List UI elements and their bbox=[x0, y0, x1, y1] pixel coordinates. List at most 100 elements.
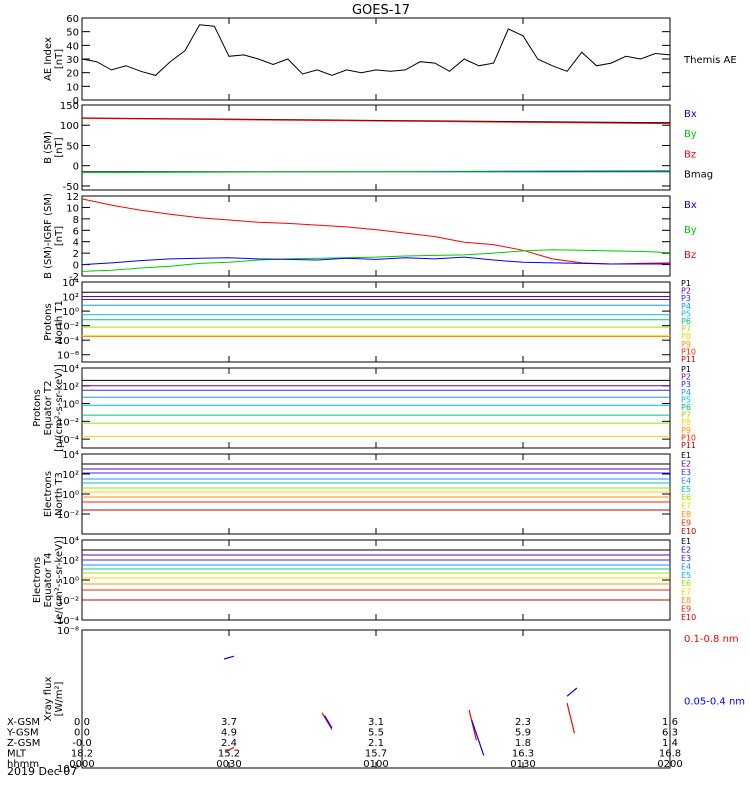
footer-value: 6.3 bbox=[662, 728, 678, 739]
panel5-legend-item: P7 bbox=[681, 411, 691, 420]
panel3-y-tick-label: 0 bbox=[73, 261, 79, 272]
footer-value: 16.3 bbox=[512, 749, 534, 760]
panel1-y-tick-label: 60 bbox=[66, 14, 79, 25]
panel5-legend-item: P3 bbox=[681, 380, 691, 389]
panel6-legend-item: E2 bbox=[681, 459, 691, 468]
panel5-y-axis-label: Protons bbox=[32, 389, 43, 426]
panel2-y-tick-label: 50 bbox=[66, 141, 79, 152]
panel8-legend-item: 0.05-0.4 nm bbox=[684, 697, 745, 708]
footer-value: 15.7 bbox=[365, 749, 387, 760]
panel5-y-axis-label: Equator T2 bbox=[43, 381, 54, 436]
panel3-y-tick-label: 8 bbox=[73, 215, 79, 226]
panel6-y-tick-label: 10⁰ bbox=[62, 490, 79, 501]
panel3-y-tick-label: 10 bbox=[66, 203, 79, 214]
panel2-y-tick-label: 100 bbox=[60, 121, 79, 132]
panel7-legend-item: E1 bbox=[681, 537, 691, 546]
footer-value: 5.9 bbox=[515, 728, 531, 739]
footer-row-label: Y-GSM bbox=[6, 728, 39, 739]
panel7-legend-item: E5 bbox=[681, 571, 691, 580]
panel7-legend-item: E6 bbox=[681, 579, 691, 588]
footer-row-label: X-GSM bbox=[7, 717, 40, 728]
panel4-legend-item: P2 bbox=[681, 287, 691, 296]
panel4-y-tick-label: 10⁻⁴ bbox=[57, 336, 79, 347]
panel7-legend-item: E3 bbox=[681, 554, 691, 563]
panel6-y-tick-label: 10⁻² bbox=[57, 510, 79, 521]
panel2-legend-item: Bx bbox=[684, 109, 697, 120]
panel8-series-segment-0-05-0-4-nm bbox=[471, 719, 485, 756]
panel7-legend-item: E7 bbox=[681, 588, 691, 597]
panel1-y-axis-label: AE Index bbox=[43, 37, 54, 81]
panel5-legend-item: P4 bbox=[681, 388, 691, 397]
panel4-legend-item: P9 bbox=[681, 340, 691, 349]
panel3-legend-item: Bx bbox=[684, 200, 697, 211]
footer-value: 1.6 bbox=[662, 717, 678, 728]
panel6-legend-item: E9 bbox=[681, 519, 691, 528]
panel5-legend-item: P9 bbox=[681, 426, 691, 435]
panel6-legend-item: E6 bbox=[681, 493, 691, 502]
panel4-y-tick-label: 10⁴ bbox=[62, 278, 79, 289]
panel4-y-tick-label: 10⁻² bbox=[57, 322, 79, 333]
panel7-y-tick-label: 10⁰ bbox=[62, 576, 79, 587]
panel8-y-tick-label: 10⁻⁸ bbox=[57, 626, 79, 637]
panel3-y-axis-label: B (SM)-IGRF (SM) bbox=[43, 193, 54, 279]
panel3-y-tick-label: -2 bbox=[69, 272, 79, 283]
panel7-y-tick-label: 10⁻⁴ bbox=[57, 616, 79, 627]
panel6-legend-item: E10 bbox=[681, 527, 696, 536]
panel7-y-axis-label: Equator T4 bbox=[43, 553, 54, 608]
panel3-y-tick-label: 6 bbox=[73, 226, 79, 237]
panel2-y-axis-label: [nT] bbox=[54, 137, 65, 157]
panel5-y-axis-label: [p/(cm²-s-sr-keV)] bbox=[54, 364, 65, 452]
footer-value: 5.5 bbox=[368, 728, 384, 739]
panel6-legend-item: E3 bbox=[681, 468, 691, 477]
panel4-legend-item: P8 bbox=[681, 332, 691, 341]
panel4-y-tick-label: 10⁰ bbox=[62, 307, 79, 318]
footer-row-label: MLT bbox=[7, 749, 27, 760]
panel6-legend-item: E1 bbox=[681, 451, 691, 460]
panel4-legend-item: P10 bbox=[681, 347, 696, 356]
panel6-legend-item: E4 bbox=[681, 476, 691, 485]
panel7-y-tick-label: 10² bbox=[62, 556, 79, 567]
plot-title: GOES-17 bbox=[352, 3, 410, 18]
panel6-legend-item: E8 bbox=[681, 510, 691, 519]
panel7-legend-item: E10 bbox=[681, 613, 696, 622]
footer-value: 1.8 bbox=[515, 738, 531, 749]
panel8-series-segment-0-1-0-8-nm bbox=[566, 702, 576, 734]
panel3-legend-item: By bbox=[684, 225, 697, 236]
footer-value: 1.4 bbox=[662, 738, 678, 749]
panel4-y-axis-label: North T1 bbox=[54, 300, 65, 344]
panel7-legend-item: E8 bbox=[681, 596, 691, 605]
panel5-y-tick-label: 10⁰ bbox=[62, 400, 79, 411]
footer-row-label: hhmm bbox=[7, 759, 39, 770]
panel7-y-tick-label: 10⁴ bbox=[62, 536, 79, 547]
panel8-legend-item: 0.1-0.8 nm bbox=[684, 634, 739, 645]
footer-value: 0030 bbox=[216, 759, 241, 770]
panel3-legend-item: Bz bbox=[684, 250, 696, 261]
panel1-y-tick-label: 30 bbox=[66, 55, 79, 66]
footer-value: 4.9 bbox=[221, 728, 237, 739]
footer-value: 0.0 bbox=[74, 728, 90, 739]
panel5-legend-item: P2 bbox=[681, 373, 691, 382]
panel4-y-tick-label: 10⁻⁶ bbox=[57, 351, 79, 362]
date-label: 2019 Dec 07 bbox=[7, 765, 77, 778]
panel4-y-tick-label: 10² bbox=[62, 293, 79, 304]
panel2-series-line-bz bbox=[81, 117, 671, 125]
panel1-y-tick-label: 50 bbox=[66, 28, 79, 39]
panel7-legend-item: E9 bbox=[681, 605, 691, 614]
footer-value: 0200 bbox=[657, 759, 682, 770]
panel3-series-line-bx bbox=[81, 256, 670, 266]
panel4-legend-item: P5 bbox=[681, 309, 691, 318]
panel4-legend-item: P4 bbox=[681, 302, 691, 311]
panel3-y-axis-label: [nT] bbox=[54, 226, 65, 246]
panel8-y-axis-label: [W/m²] bbox=[54, 681, 65, 716]
panel6-legend-item: E7 bbox=[681, 502, 691, 511]
footer-value: 3.1 bbox=[368, 717, 384, 728]
panel1-series-line-themis-ae bbox=[81, 24, 671, 76]
panel3-series-line-by bbox=[81, 249, 671, 272]
panel8-y-axis-label: Xray flux bbox=[43, 677, 54, 722]
panel2-y-tick-label: -50 bbox=[63, 182, 79, 193]
panel3-series-line-bz bbox=[81, 198, 671, 265]
panel3-y-tick-label: 12 bbox=[66, 192, 79, 203]
footer-value: 0000 bbox=[69, 759, 94, 770]
panel7-y-tick-label: 10⁻² bbox=[57, 596, 79, 607]
footer-value: 3.7 bbox=[221, 717, 237, 728]
